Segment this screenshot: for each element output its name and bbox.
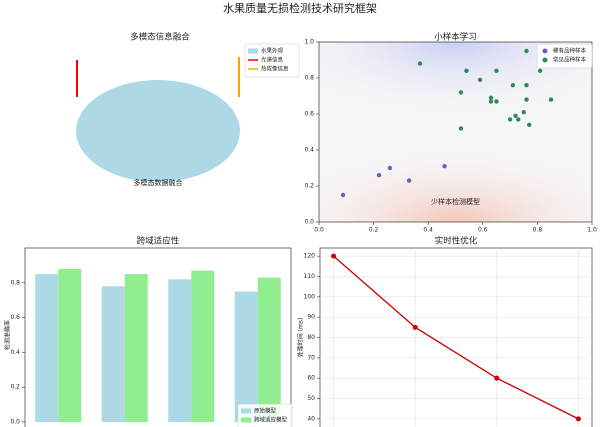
bar bbox=[124, 274, 148, 422]
y-tick-label: 0.0 bbox=[304, 219, 314, 226]
point bbox=[464, 68, 469, 74]
y-tick-label: 120 bbox=[304, 253, 316, 260]
y-tick-label: 110 bbox=[304, 273, 316, 280]
y-tick-label: 0.4 bbox=[10, 349, 20, 356]
y-tick-label: 90 bbox=[307, 314, 315, 321]
x-tick-label: 0.4 bbox=[423, 227, 433, 234]
fusion-ellipse bbox=[76, 80, 240, 182]
point bbox=[406, 178, 412, 183]
contour-red bbox=[319, 114, 592, 222]
y-tick-label: 0.2 bbox=[10, 384, 20, 391]
x-tick-label: 1.0 bbox=[587, 227, 597, 234]
chart-title: 小样本学习 bbox=[434, 32, 477, 43]
legend-label: 水果外观 bbox=[261, 47, 284, 55]
legend-label: 热成像信息 bbox=[261, 65, 289, 73]
frame bbox=[24, 247, 292, 427]
y-axis-label: 检测准确率 bbox=[4, 320, 12, 350]
point bbox=[521, 110, 526, 115]
point bbox=[494, 375, 500, 381]
point bbox=[442, 164, 447, 169]
x-tick-label: 0.6 bbox=[478, 227, 488, 234]
legend-swatch bbox=[248, 48, 258, 54]
y-tick-label: 40 bbox=[307, 415, 315, 422]
y-tick-label: 70 bbox=[307, 354, 315, 361]
legend-label: 原始模型 bbox=[254, 407, 277, 415]
y-tick-label: 0.4 bbox=[304, 147, 314, 154]
legend-box bbox=[244, 43, 300, 78]
point bbox=[507, 117, 513, 122]
x-tick-label: 0.0 bbox=[314, 227, 324, 234]
point bbox=[412, 324, 418, 330]
y-tick-label: 1.0 bbox=[304, 39, 314, 46]
legend-swatch bbox=[241, 408, 251, 414]
point bbox=[488, 95, 494, 101]
fusion-label: 多模态数据融合 bbox=[134, 178, 183, 187]
point bbox=[340, 192, 346, 198]
point bbox=[516, 117, 521, 122]
point bbox=[494, 99, 499, 104]
bar bbox=[234, 291, 258, 422]
x-tick-label: 0.8 bbox=[533, 227, 543, 234]
point bbox=[331, 253, 337, 259]
point bbox=[524, 97, 529, 102]
point bbox=[524, 83, 529, 88]
frame bbox=[318, 41, 593, 223]
legend-swatch bbox=[542, 48, 548, 54]
legend-label: 常见品种样本 bbox=[553, 56, 587, 64]
y-tick-label: 60 bbox=[307, 375, 315, 382]
point bbox=[494, 68, 499, 74]
y-tick-label: 0.0 bbox=[10, 419, 20, 426]
legend-swatch bbox=[241, 417, 251, 423]
chart-title: 跨域适应性 bbox=[137, 236, 180, 247]
y-tick-label: 0.8 bbox=[10, 279, 20, 286]
point bbox=[548, 97, 554, 102]
legend-swatch bbox=[542, 57, 548, 63]
chart-title: 实时性优化 bbox=[435, 236, 478, 247]
figure-title: 水果质量无损检测技术研究框架 bbox=[223, 1, 377, 15]
legend-label: 跨域适应模型 bbox=[254, 416, 288, 424]
y-tick-label: 0.2 bbox=[304, 183, 314, 190]
point bbox=[575, 416, 581, 422]
x-tick-label: 0.2 bbox=[369, 227, 379, 234]
point bbox=[527, 122, 532, 128]
point bbox=[387, 165, 393, 171]
bar bbox=[101, 286, 125, 422]
annotation: 少样本检测模型 bbox=[431, 197, 480, 206]
y-axis-label: 处理时间 (ms) bbox=[297, 318, 305, 358]
y-tick-label: 50 bbox=[307, 395, 315, 402]
line bbox=[333, 255, 579, 420]
point bbox=[417, 61, 423, 66]
point bbox=[376, 173, 382, 178]
point bbox=[537, 68, 543, 74]
point bbox=[477, 77, 483, 83]
frame bbox=[319, 247, 593, 427]
legend-box bbox=[237, 403, 293, 427]
point bbox=[513, 113, 518, 119]
y-tick-label: 0.6 bbox=[304, 111, 314, 118]
y-tick-label: 80 bbox=[307, 334, 315, 341]
point bbox=[524, 48, 529, 54]
bar bbox=[257, 277, 281, 422]
y-tick-label: 100 bbox=[304, 293, 316, 300]
legend-label: 稀有品种样本 bbox=[553, 47, 587, 55]
legend-box bbox=[536, 43, 593, 69]
chart-title: 多模态信息融合 bbox=[130, 32, 190, 43]
bar bbox=[168, 279, 192, 422]
legend-label: 光谱信息 bbox=[261, 56, 284, 64]
point bbox=[510, 83, 516, 88]
y-tick-label: 0.8 bbox=[304, 75, 314, 82]
bar bbox=[35, 274, 59, 422]
y-tick-label: 0.6 bbox=[10, 314, 20, 321]
point bbox=[458, 126, 464, 131]
point bbox=[458, 90, 464, 95]
bar bbox=[58, 268, 82, 422]
bar bbox=[191, 270, 215, 422]
point bbox=[488, 99, 494, 104]
